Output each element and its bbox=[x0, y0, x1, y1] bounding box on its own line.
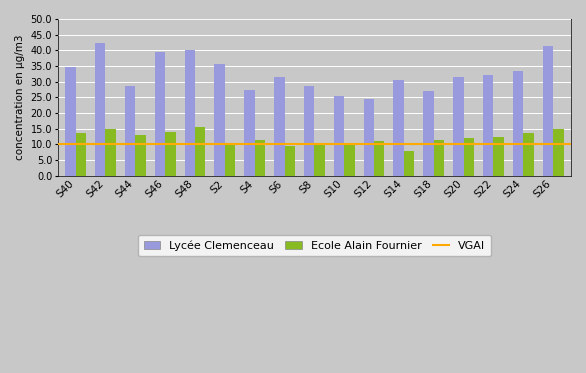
Bar bbox=[195, 127, 206, 176]
Bar bbox=[95, 43, 105, 176]
Bar bbox=[523, 134, 534, 176]
Bar bbox=[334, 96, 344, 176]
Bar bbox=[65, 67, 76, 176]
Bar bbox=[285, 146, 295, 176]
Bar bbox=[453, 77, 464, 176]
Legend: Lycée Clemenceau, Ecole Alain Fournier, VGAI: Lycée Clemenceau, Ecole Alain Fournier, … bbox=[138, 235, 490, 256]
Bar bbox=[225, 143, 236, 176]
Bar bbox=[76, 134, 86, 176]
Bar bbox=[155, 52, 165, 176]
Bar bbox=[464, 138, 474, 176]
Bar bbox=[185, 50, 195, 176]
Y-axis label: concentration en µg/m3: concentration en µg/m3 bbox=[15, 35, 25, 160]
Bar bbox=[404, 151, 414, 176]
Bar bbox=[423, 91, 434, 176]
Bar bbox=[543, 46, 553, 176]
Bar bbox=[493, 137, 504, 176]
Bar bbox=[105, 129, 116, 176]
Bar bbox=[374, 141, 384, 176]
Bar bbox=[165, 132, 176, 176]
Bar bbox=[483, 75, 493, 176]
Bar bbox=[125, 87, 135, 176]
Bar bbox=[244, 90, 255, 176]
Bar bbox=[274, 77, 285, 176]
Bar bbox=[393, 80, 404, 176]
Bar bbox=[135, 135, 146, 176]
Bar bbox=[553, 129, 564, 176]
Bar bbox=[304, 87, 314, 176]
Bar bbox=[513, 71, 523, 176]
Bar bbox=[344, 144, 355, 176]
Bar bbox=[255, 140, 265, 176]
Bar bbox=[434, 140, 444, 176]
Bar bbox=[363, 99, 374, 176]
Bar bbox=[214, 65, 225, 176]
Bar bbox=[314, 143, 325, 176]
